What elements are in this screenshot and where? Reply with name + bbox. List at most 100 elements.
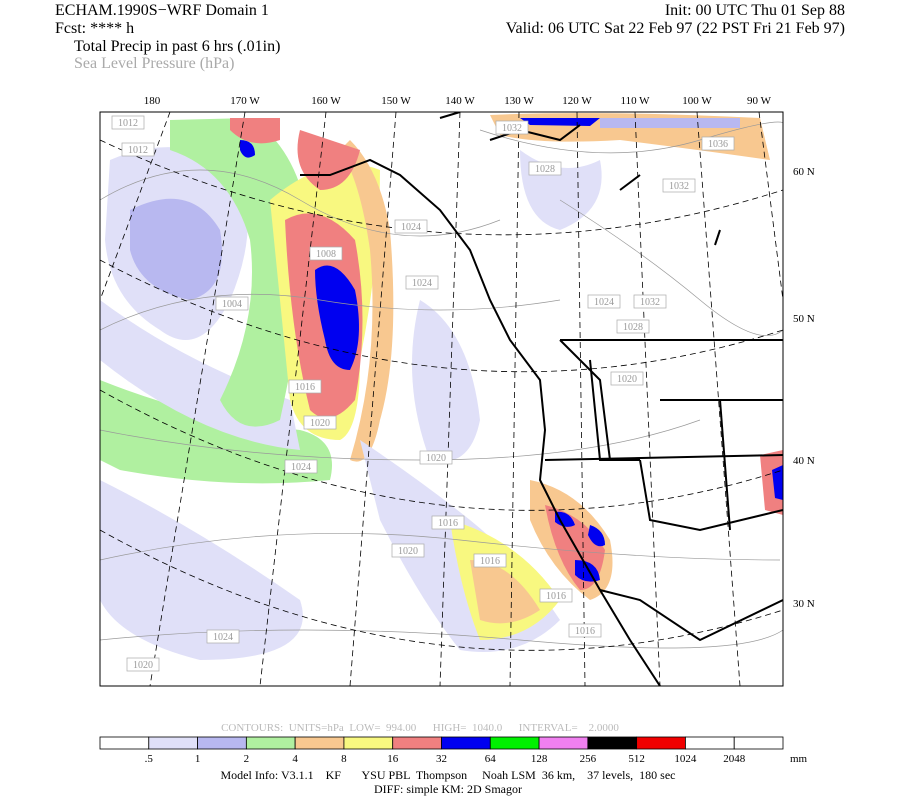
- map-shape: [439, 112, 461, 119]
- map-shape: [599, 589, 783, 642]
- valid-time: Valid: 06 UTC Sat 22 Feb 97 (22 PST Fri …: [506, 20, 845, 37]
- map-shape: [576, 112, 586, 686]
- run-title: ECHAM.1990S−WRF Domain 1: [55, 2, 269, 19]
- colorbar-swatch: [245, 736, 296, 750]
- isobar-label: 1024: [401, 222, 421, 233]
- map-shape: [544, 454, 783, 461]
- lon-label: 140 W: [445, 95, 475, 107]
- map-element: [100, 112, 783, 686]
- isobar-label-box: [473, 553, 507, 568]
- isobar-label-box: [587, 294, 621, 309]
- isobar-label: 1024: [213, 632, 233, 643]
- isobar-label: 1020: [426, 453, 446, 464]
- map-shape: [100, 259, 783, 373]
- isobar-label-box: [539, 588, 573, 603]
- isobar-label: 1032: [502, 123, 522, 134]
- isobar-label: 1016: [438, 518, 458, 529]
- model-diff: DIFF: simple KM: 2D Smagor: [374, 782, 522, 796]
- isobar-label: 1016: [575, 626, 595, 637]
- map-shape: [439, 112, 461, 686]
- isobar-label: 1016: [480, 556, 500, 567]
- isobar-label-box: [662, 178, 696, 193]
- map-shape: [100, 139, 783, 236]
- colorbar-swatch: [685, 736, 735, 750]
- isobar-label: 1032: [640, 297, 660, 308]
- lon-label: 160 W: [311, 95, 341, 107]
- map-area: 1012 1012 1032 1036 1028 1032 1024 1024 1024 1032…: [100, 112, 783, 686]
- map-shape: [589, 359, 640, 461]
- forecast-hour: Fcst: **** h: [55, 20, 134, 37]
- isobar-label-box: [394, 219, 428, 234]
- isobar-label-box: [568, 623, 602, 638]
- lat-label: 50 N: [793, 313, 815, 325]
- model-info: Model Info: V3.1.1 KF YSU PBL Thompson N…: [221, 768, 676, 782]
- isobar-label: 1016: [546, 591, 566, 602]
- map-shape: [772, 465, 783, 500]
- map-shape: [259, 112, 327, 686]
- lon-label: 180: [144, 95, 161, 107]
- isobar-label: 1020: [133, 660, 153, 671]
- lat-label: 40 N: [793, 455, 815, 467]
- colorbar-label: 2: [244, 753, 250, 765]
- isobar-label: 1024: [291, 462, 311, 473]
- isobar-label-box: [288, 379, 322, 394]
- map-shape: [240, 140, 255, 158]
- map-shape: [634, 112, 661, 686]
- colorbar-swatch: [343, 736, 394, 750]
- isobar-label-box: [126, 657, 160, 672]
- isobar-label: 1012: [118, 118, 138, 129]
- lon-label: 100 W: [682, 95, 712, 107]
- map-shape: [412, 300, 480, 462]
- isobar-label-box: [111, 115, 145, 130]
- colorbar-label: 32: [436, 753, 447, 765]
- isobar-label: 1016: [295, 382, 315, 393]
- colorbar-label: 8: [341, 753, 347, 765]
- isobar-label: 1008: [316, 249, 336, 260]
- lon-label: 130 W: [504, 95, 534, 107]
- colorbar-label: .5: [145, 753, 154, 765]
- isobar-label-box: [633, 294, 667, 309]
- isobar-label-box: [121, 142, 155, 157]
- map-shape: [479, 121, 783, 154]
- map-shape: [619, 174, 641, 191]
- isobar-label: 1024: [412, 278, 432, 289]
- map-shape: [575, 560, 600, 582]
- map-shape: [470, 560, 540, 624]
- map-shape: [639, 459, 783, 532]
- isobar-labels: 1012 1012 1032 1036 1028 1032 1024 1024 1024 1032…: [111, 115, 735, 672]
- map-shape: [100, 533, 781, 561]
- isobar-label: 1020: [617, 374, 637, 385]
- map-shape: [100, 169, 501, 237]
- lon-label: 120 W: [562, 95, 592, 107]
- map-shape: [100, 389, 783, 511]
- colorbar-swatch: [733, 736, 784, 750]
- colorbar-label: 4: [292, 753, 298, 765]
- map-shape: [315, 265, 359, 370]
- map-shape: [230, 118, 280, 144]
- graticule-labels: 180 170 W 160 W 150 W 140 W 130 W 120 W 110 W 10…: [144, 95, 815, 610]
- isobar-label-box: [419, 450, 453, 465]
- map-shape: [696, 112, 741, 686]
- map-shape: [349, 112, 397, 686]
- lon-label: 170 W: [230, 95, 260, 107]
- map-shape: [520, 118, 600, 126]
- colorbar-swatch: [148, 736, 198, 750]
- isobar-label-box: [495, 120, 529, 135]
- isobar-label-box: [528, 161, 562, 176]
- map-element: [300, 112, 783, 686]
- map-shape: [340, 140, 394, 462]
- init-time: Init: 00 UTC Thu 01 Sep 88: [665, 2, 845, 19]
- isobar-label: 1028: [623, 322, 643, 333]
- map-shape: [100, 112, 171, 301]
- isobar-label-box: [405, 275, 439, 290]
- isobar-label: 1028: [535, 164, 555, 175]
- colorbar-swatch: [294, 736, 345, 750]
- lon-label: 90 W: [747, 95, 772, 107]
- colorbar-swatch: [197, 736, 247, 750]
- map-shape: [100, 529, 783, 651]
- map-shape: [758, 112, 783, 301]
- isobar-label: 1024: [594, 297, 614, 308]
- colorbar-label: 1: [195, 753, 201, 765]
- isobar-label: 1020: [398, 546, 418, 557]
